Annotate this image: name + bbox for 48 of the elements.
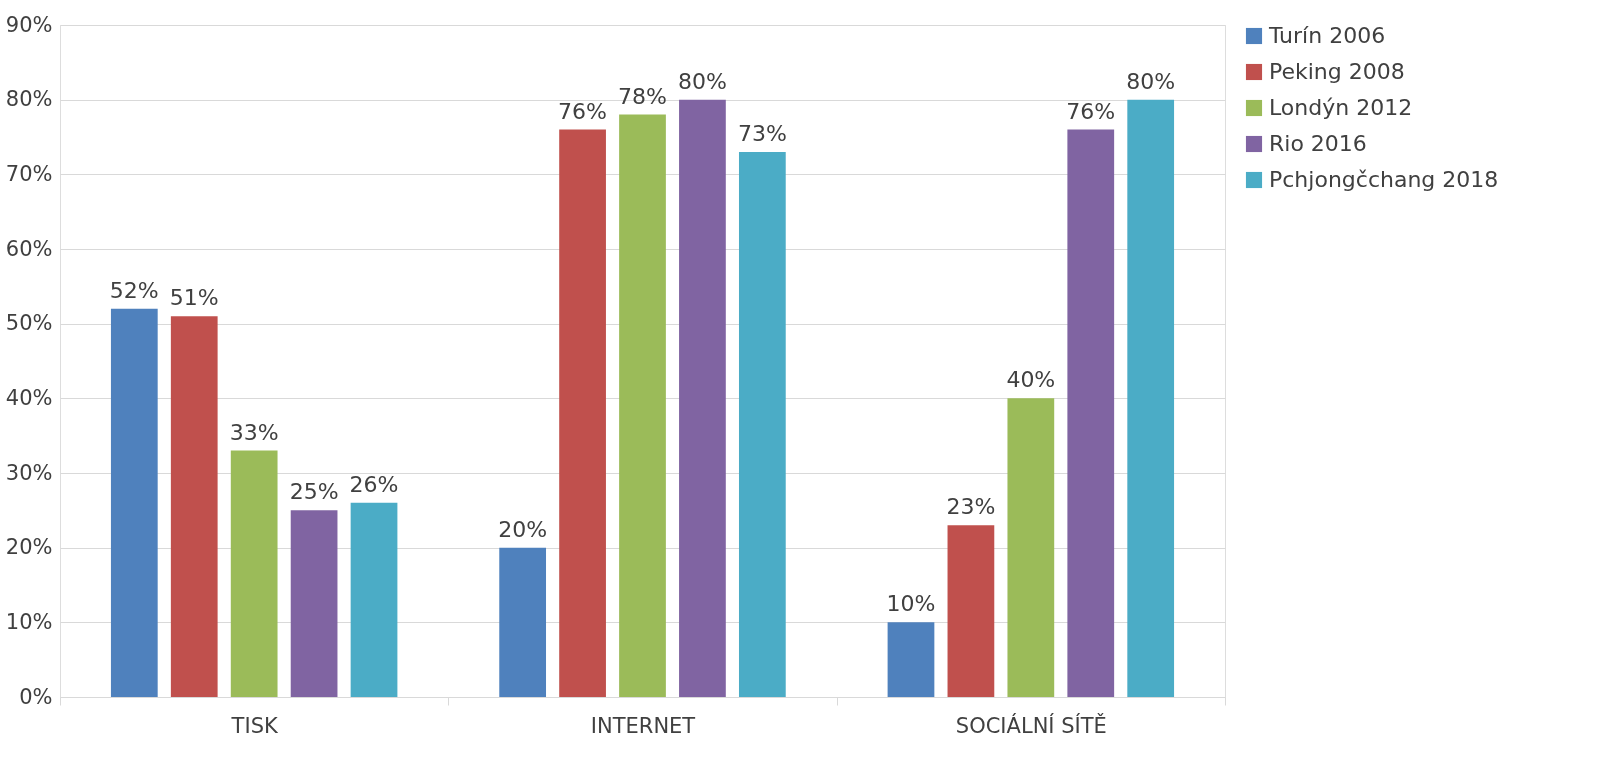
bar xyxy=(499,547,547,697)
bar xyxy=(170,316,218,697)
bar xyxy=(619,114,666,697)
bar xyxy=(1067,129,1115,697)
legend-label: Pchjongčchang 2018 xyxy=(1269,167,1499,192)
bar xyxy=(290,510,338,697)
data-label: 20% xyxy=(498,516,548,542)
bar xyxy=(1007,398,1055,697)
bar xyxy=(230,450,278,697)
data-label: 76% xyxy=(558,98,608,124)
y-tick-label: 80% xyxy=(5,87,53,112)
y-tick-label: 20% xyxy=(5,535,53,560)
data-label: 26% xyxy=(349,471,399,497)
y-tick-label: 30% xyxy=(5,460,53,485)
legend-label: Rio 2016 xyxy=(1269,131,1367,156)
data-label: 51% xyxy=(169,285,219,311)
y-tick-label: 10% xyxy=(5,609,53,634)
data-label: 25% xyxy=(289,479,339,505)
bar xyxy=(110,308,158,697)
y-tick-label: 90% xyxy=(5,12,53,37)
y-tick-label: 70% xyxy=(5,161,53,186)
y-tick-label: 50% xyxy=(5,311,53,336)
data-label: 76% xyxy=(1066,98,1116,124)
data-label: 78% xyxy=(618,83,667,109)
x-tick-label: SOCIÁLNÍ SÍTĚ xyxy=(955,712,1107,738)
y-tick-label: 0% xyxy=(19,684,53,709)
data-label: 73% xyxy=(737,120,787,146)
bar xyxy=(947,525,995,697)
legend-label: Peking 2008 xyxy=(1269,59,1405,84)
y-tick-label: 60% xyxy=(5,236,53,261)
bar xyxy=(738,151,786,697)
bar xyxy=(559,129,606,697)
data-label: 80% xyxy=(1126,68,1176,94)
y-tick-label: 40% xyxy=(5,385,53,410)
x-tick-label: INTERNET xyxy=(590,713,696,738)
legend-label: Londýn 2012 xyxy=(1269,95,1413,120)
data-label: 40% xyxy=(1006,367,1056,393)
bar xyxy=(1127,99,1175,697)
bar xyxy=(350,502,398,697)
legend-label: Turín 2006 xyxy=(1268,23,1386,48)
data-label: 10% xyxy=(886,591,936,617)
bar xyxy=(679,99,726,697)
data-label: 33% xyxy=(229,419,279,445)
x-tick-label: TISK xyxy=(230,713,279,738)
bar xyxy=(887,622,935,697)
data-label: 23% xyxy=(946,494,996,520)
data-label: 52% xyxy=(109,277,159,303)
data-label: 80% xyxy=(677,68,727,94)
